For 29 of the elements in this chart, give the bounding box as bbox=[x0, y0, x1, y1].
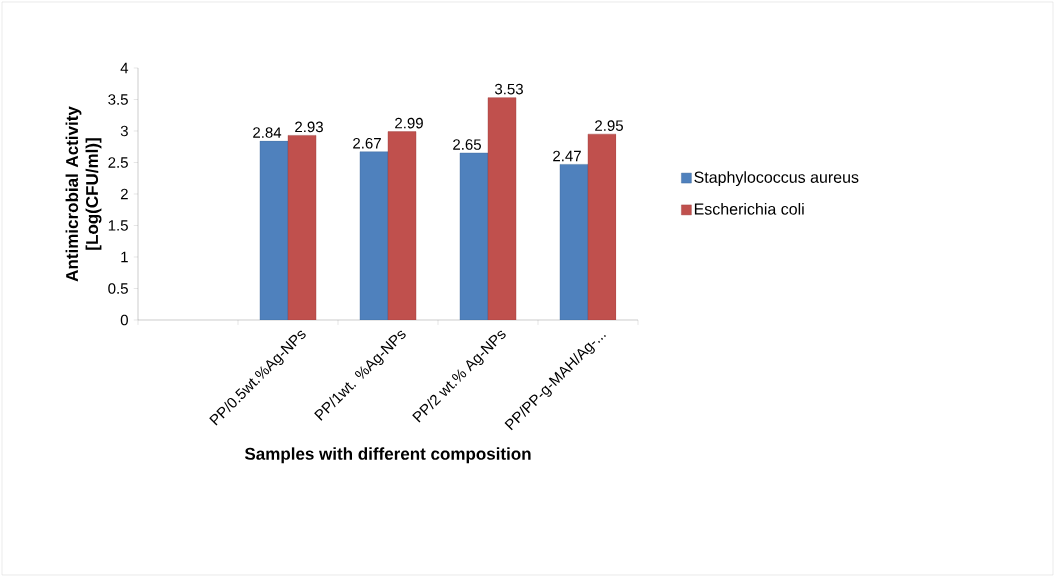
y-tick-label: 2.5 bbox=[108, 157, 128, 168]
y-axis-title: Antimicrobial Activity [Log(CFU/ml)] bbox=[65, 106, 102, 282]
y-tick-label: 0 bbox=[120, 314, 128, 326]
data-label: 2.67 bbox=[353, 137, 381, 149]
bar bbox=[259, 140, 289, 320]
bar bbox=[487, 97, 517, 320]
legend-label: Staphylococcus aureus bbox=[694, 171, 859, 187]
bar bbox=[559, 164, 589, 320]
x-axis-title: Samples with different composition bbox=[244, 447, 531, 464]
data-label: 2.95 bbox=[595, 120, 623, 131]
bar bbox=[459, 152, 489, 320]
data-label: 3.53 bbox=[494, 83, 523, 95]
data-label: 2.47 bbox=[553, 150, 581, 162]
data-label: 2.65 bbox=[453, 139, 481, 150]
bar bbox=[587, 133, 617, 320]
y-tick-label: 1 bbox=[121, 251, 128, 263]
bar bbox=[287, 135, 317, 320]
y-tick-label: 1.5 bbox=[108, 220, 128, 231]
y-tick-label: 4 bbox=[120, 62, 129, 74]
bar bbox=[359, 151, 389, 320]
bar bbox=[387, 131, 417, 320]
data-label: 2.93 bbox=[295, 121, 323, 133]
y-tick-label: 3.5 bbox=[108, 94, 128, 105]
y-tick-label: 2 bbox=[120, 188, 128, 200]
y-tick-label: 3 bbox=[120, 125, 128, 137]
data-label: 2.84 bbox=[253, 127, 282, 138]
legend-label: Escherichia coli bbox=[694, 203, 804, 215]
data-label: 2.99 bbox=[395, 117, 423, 129]
y-tick-label: 0.5 bbox=[108, 283, 128, 294]
